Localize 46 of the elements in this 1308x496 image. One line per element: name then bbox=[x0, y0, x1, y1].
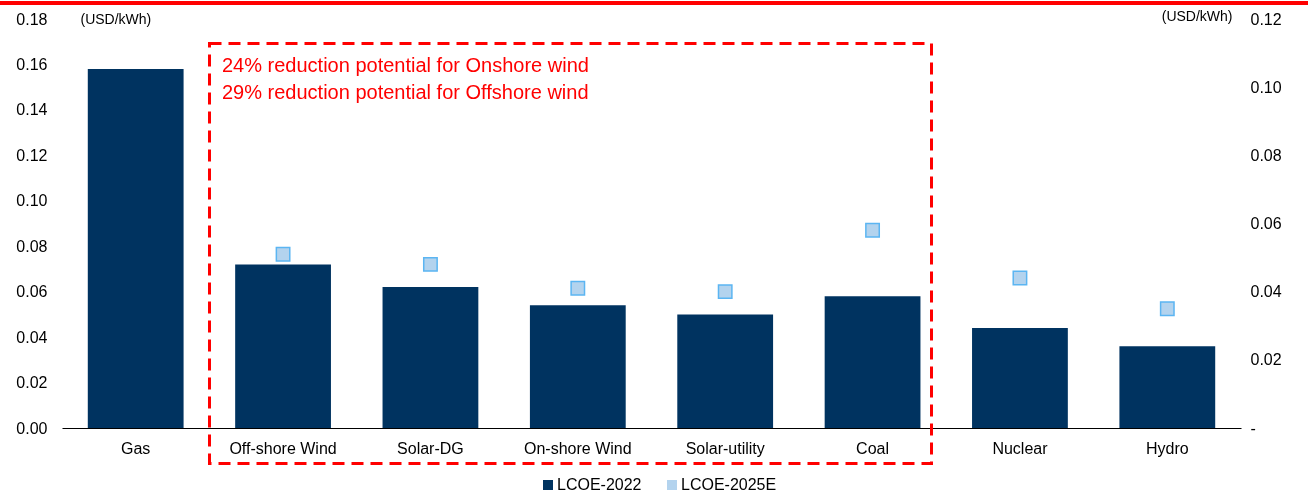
y2-tick-label: 0.10 bbox=[1250, 78, 1282, 96]
legend-label: LCOE-2025E bbox=[681, 476, 777, 493]
y2-tick-label: 0.06 bbox=[1250, 215, 1282, 232]
x-tick-label: Solar-utility bbox=[685, 439, 765, 457]
legend-label: LCOE-2022 bbox=[557, 476, 642, 493]
x-tick-label: Coal bbox=[856, 439, 890, 457]
y-tick-label: 0.10 bbox=[16, 192, 48, 210]
y-tick-label: 0.02 bbox=[16, 374, 48, 392]
bar bbox=[1119, 346, 1216, 428]
point bbox=[865, 222, 881, 238]
bar bbox=[235, 264, 331, 428]
y2-tick-label: 0.12 bbox=[1250, 10, 1282, 28]
x-tick-label: Off-shore Wind bbox=[229, 439, 337, 457]
point bbox=[275, 246, 291, 262]
x-tick-label: Nuclear bbox=[992, 439, 1049, 457]
x-tick-label: Gas bbox=[121, 439, 151, 457]
y-tick-label: 0.08 bbox=[16, 237, 48, 255]
y-tick-label: 0.00 bbox=[16, 419, 48, 437]
point bbox=[1159, 301, 1175, 317]
y2-axis-title: (USD/kWh) bbox=[1161, 7, 1233, 24]
annotation: 29% reduction potential for Offshore wind bbox=[222, 81, 589, 103]
annotation: 24% reduction potential for Onshore wind bbox=[222, 54, 589, 76]
y-tick-label: 0.18 bbox=[16, 10, 48, 28]
y2-tick-label: - bbox=[1250, 419, 1256, 437]
x-tick-label: On-shore Wind bbox=[524, 439, 632, 457]
bar bbox=[529, 305, 626, 428]
bar bbox=[87, 68, 184, 428]
y-tick-label: 0.14 bbox=[16, 101, 48, 119]
bar bbox=[382, 287, 479, 428]
point bbox=[422, 256, 438, 272]
y2-tick-label: 0.02 bbox=[1250, 351, 1282, 369]
y-tick-label: 0.04 bbox=[16, 328, 48, 346]
y-tick-label: 0.12 bbox=[16, 146, 48, 164]
x-tick-label: Hydro bbox=[1145, 439, 1189, 457]
y2-tick-label: 0.04 bbox=[1250, 283, 1282, 301]
y-tick-label: 0.06 bbox=[16, 283, 48, 301]
point bbox=[1012, 270, 1028, 286]
y-axis-title: (USD/kWh) bbox=[80, 10, 152, 27]
bar bbox=[677, 314, 774, 428]
y2-tick-label: 0.08 bbox=[1250, 146, 1282, 164]
y-tick-label: 0.16 bbox=[16, 55, 48, 73]
bar bbox=[972, 328, 1068, 428]
x-tick-label: Solar-DG bbox=[397, 439, 464, 457]
point bbox=[570, 280, 586, 296]
point bbox=[717, 284, 733, 300]
bar bbox=[824, 296, 921, 428]
